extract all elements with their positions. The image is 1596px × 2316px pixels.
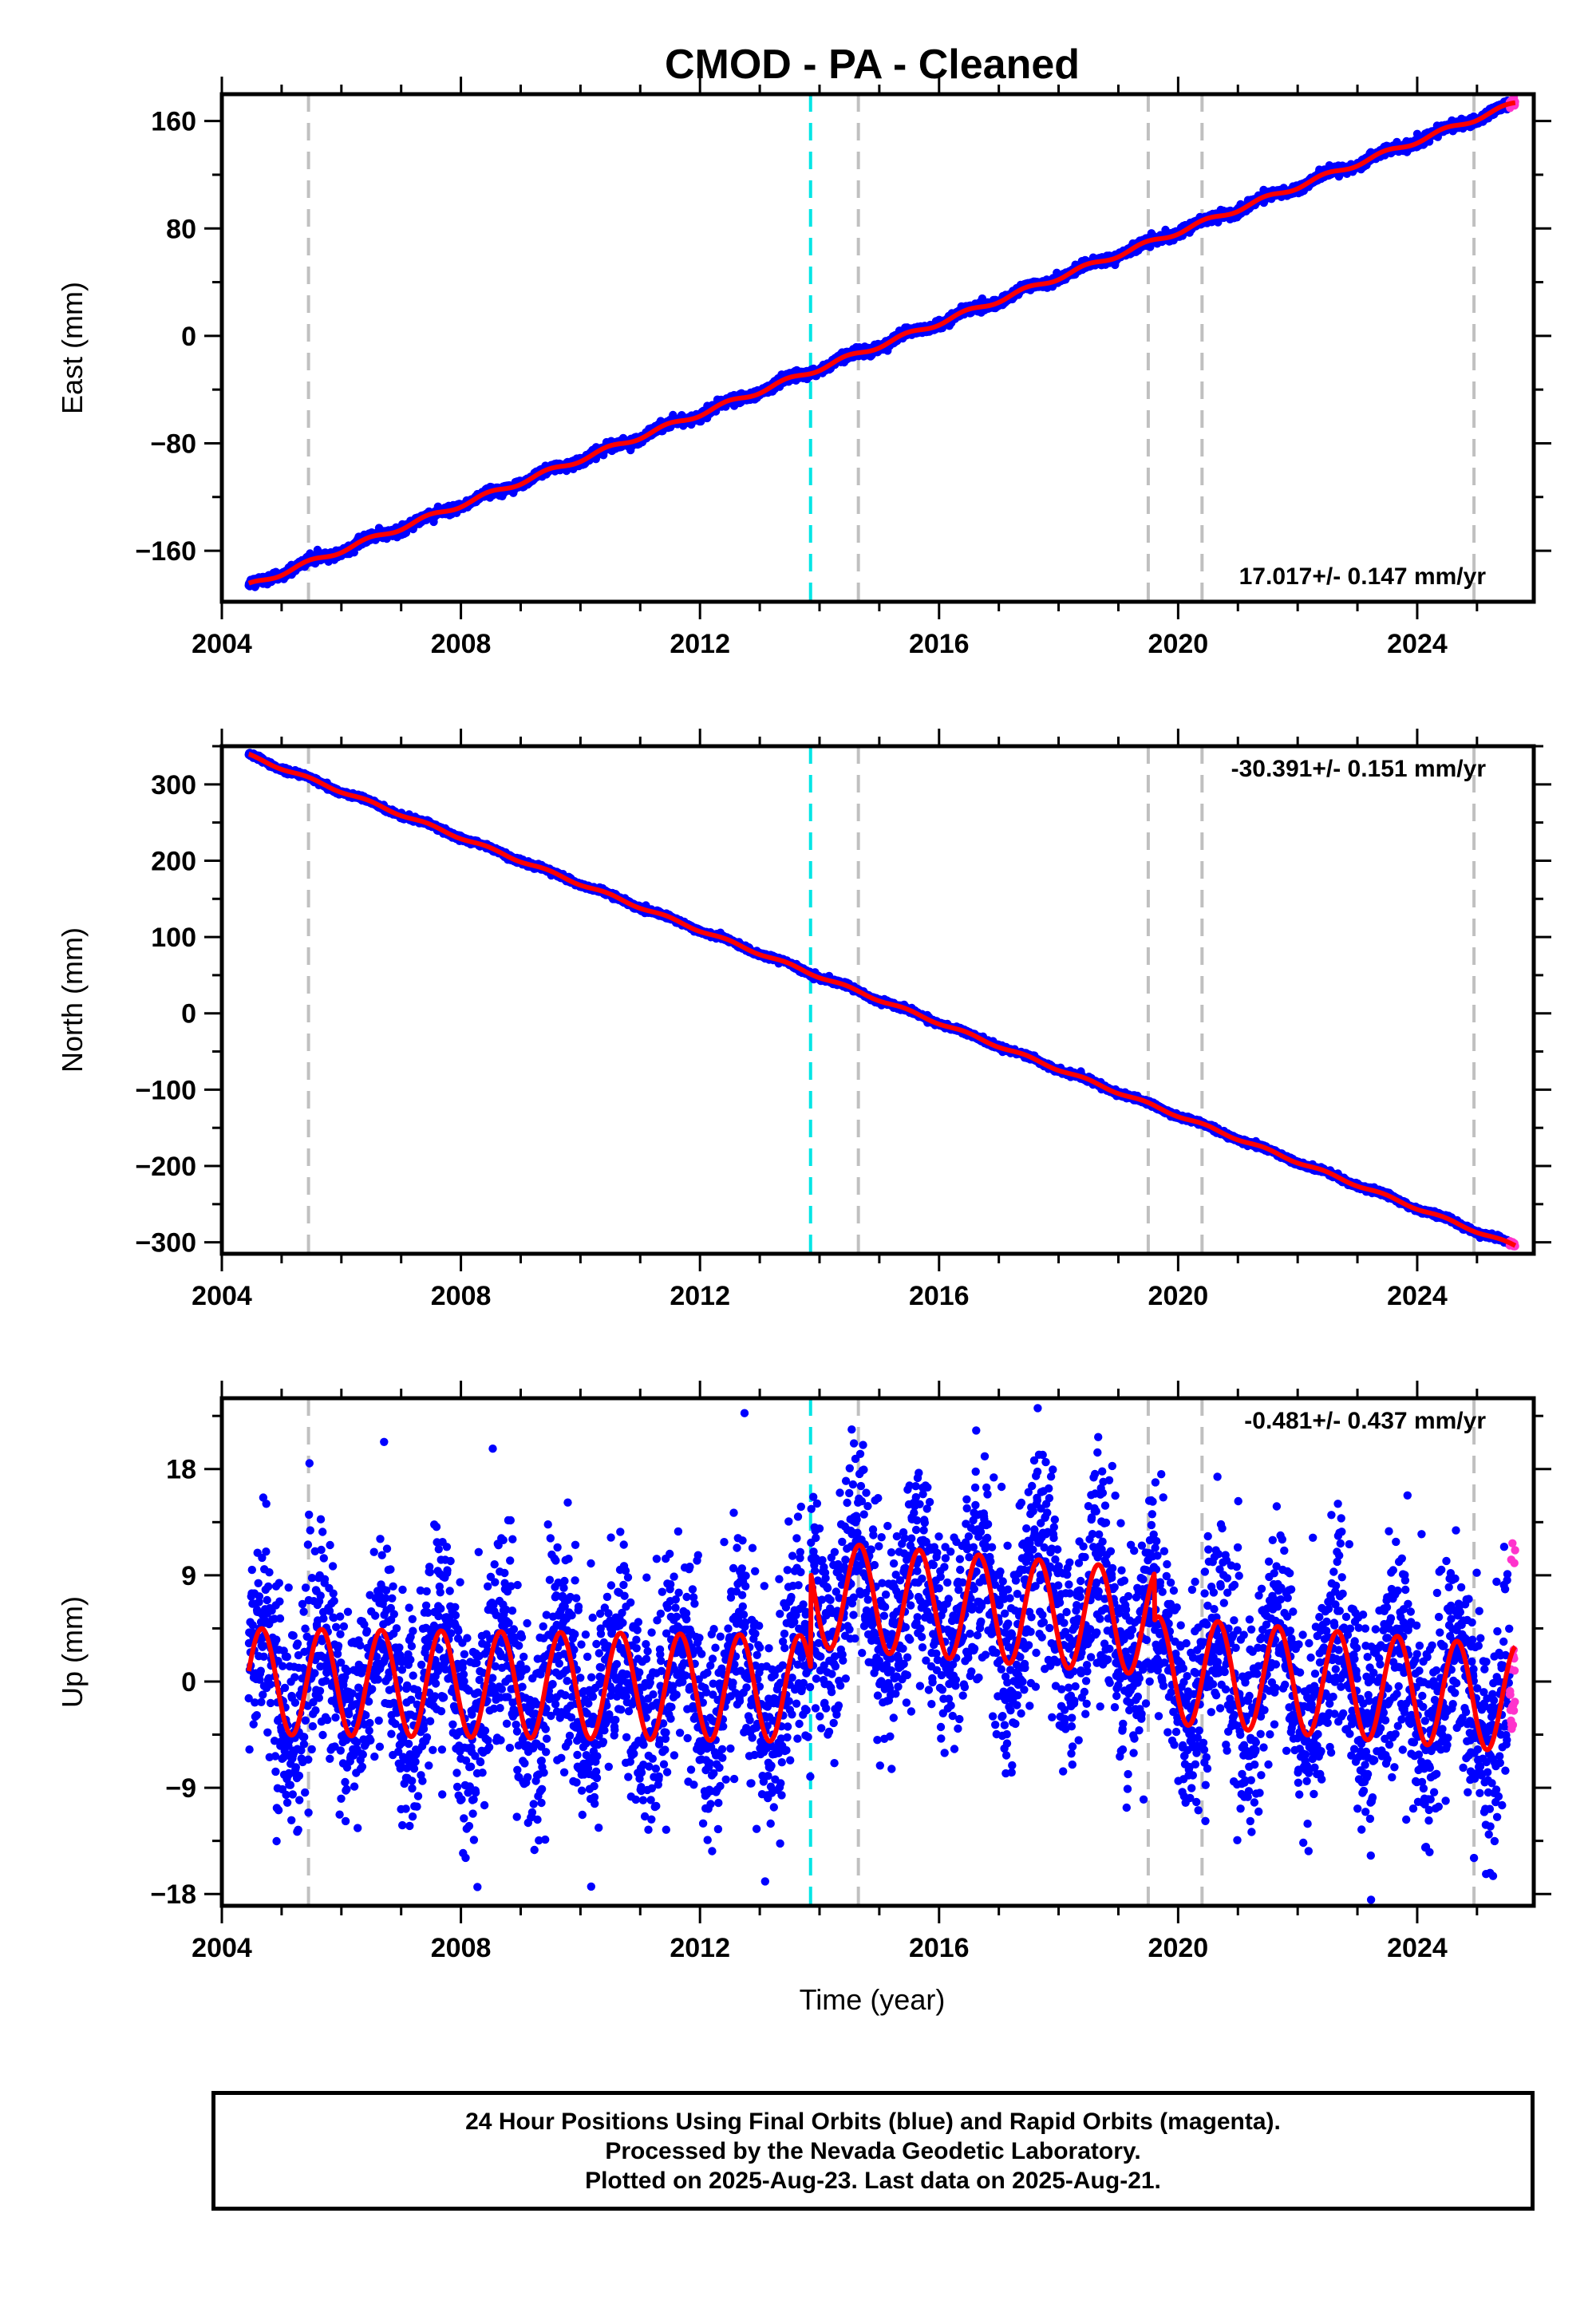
panel-east: 2004 2008 2012 2016 2020 2024 160 80 0 −80 −160 Eas… <box>56 77 1551 659</box>
y-tick-label: −80 <box>150 429 196 459</box>
y-tick-label: 0 <box>181 322 196 352</box>
y-tick-label: 160 <box>151 107 196 137</box>
panels-group: 2004 2008 2012 2016 2020 2024 160 80 0 −80 −160 Eas… <box>56 77 1551 1963</box>
figure-title: CMOD - PA - Cleaned <box>665 41 1080 88</box>
y-tick-label: −160 <box>135 536 196 567</box>
x-tick-label: 2016 <box>909 629 970 659</box>
x-tick-label: 2020 <box>1148 629 1209 659</box>
data-layer <box>244 746 1519 1254</box>
data-layer <box>244 94 1519 602</box>
x-tick-label: 2008 <box>431 629 492 659</box>
x-tick-label: 2024 <box>1387 629 1448 659</box>
velocity-label: 17.017+/- 0.147 mm/yr <box>1239 563 1487 590</box>
y-tick-label: 80 <box>166 214 196 244</box>
y-axis-label: East (mm) <box>56 282 89 414</box>
x-tick-label: 2012 <box>670 629 730 659</box>
x-tick-label: 2004 <box>192 629 252 659</box>
panel-north: 2004 2008 2012 2016 2020 20243002001000−100−2… <box>56 729 1551 1311</box>
